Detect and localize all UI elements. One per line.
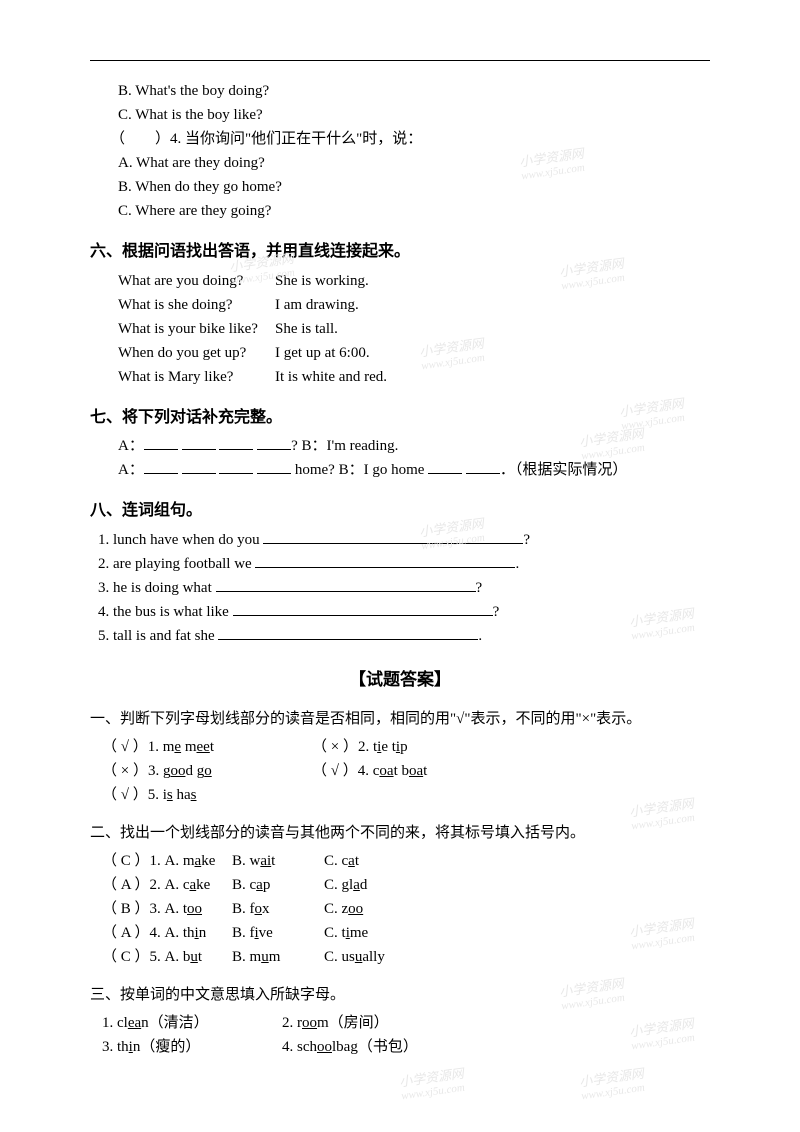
ans3-title: 三、按单词的中文意思填入所缺字母。 xyxy=(90,983,710,1007)
sentence-line: 4. the bus is what like ? xyxy=(90,600,710,624)
ans2-row: （ A ）2. A. cakeB. capC. glad xyxy=(90,873,710,897)
ans3-row: 3. thin（瘦的）4. schoolbag（书包） xyxy=(90,1035,710,1059)
sentence-line: 5. tall is and fat she . xyxy=(90,624,710,648)
answers-title: 【试题答案】 xyxy=(90,666,710,693)
q4-c: C. Where are they going? xyxy=(90,199,710,223)
option-b: B. What's the boy doing? xyxy=(90,79,710,103)
ans2-title: 二、找出一个划线部分的读音与其他两个不同的来，将其标号填入括号内。 xyxy=(90,821,710,845)
ans1-row: （ × ）3. good go（ √ ）4. coat boat xyxy=(90,759,710,783)
sentence-line: 3. he is doing what ? xyxy=(90,576,710,600)
match-row: What is she doing?I am drawing. xyxy=(90,293,710,317)
option-c: C. What is the boy like? xyxy=(90,103,710,127)
top-rule xyxy=(90,60,710,61)
ans2-row: （ B ）3. A. tooB. foxC. zoo xyxy=(90,897,710,921)
dialog-line-1: A： ? B：I'm reading. xyxy=(90,434,710,458)
ans2-row: （ A ）4. A. thinB. fiveC. time xyxy=(90,921,710,945)
ans3-row: 1. clean（清洁）2. room（房间） xyxy=(90,1011,710,1035)
sentence-line: 1. lunch have when do you ? xyxy=(90,528,710,552)
match-row: What is your bike like?She is tall. xyxy=(90,317,710,341)
q4-stem: （ ）4. 当你询问"他们正在干什么"时，说： xyxy=(90,127,710,151)
match-row: When do you get up?I get up at 6:00. xyxy=(90,341,710,365)
section-8-title: 八、连词组句。 xyxy=(90,498,710,524)
ans1-row: （ √ ）1. me meet（ × ）2. tie tip xyxy=(90,735,710,759)
q4-a: A. What are they doing? xyxy=(90,151,710,175)
ans2-row: （ C ）1. A. makeB. waitC. cat xyxy=(90,849,710,873)
ans2-row: （ C ）5. A. butB. mumC. usually xyxy=(90,945,710,969)
page-content: B. What's the boy doing? C. What is the … xyxy=(0,0,800,1099)
match-row: What is Mary like?It is white and red. xyxy=(90,365,710,389)
sentence-line: 2. are playing football we . xyxy=(90,552,710,576)
ans1-title: 一、判断下列字母划线部分的读音是否相同，相同的用"√"表示，不同的用"×"表示。 xyxy=(90,707,710,731)
section-7-title: 七、将下列对话补充完整。 xyxy=(90,405,710,431)
ans1-row: （ √ ）5. is has xyxy=(90,783,710,807)
dialog-line-2: A： home? B：I go home ．（根据实际情况） xyxy=(90,458,710,482)
q4-b: B. When do they go home? xyxy=(90,175,710,199)
section-6-title: 六、根据问语找出答语，并用直线连接起来。 xyxy=(90,239,710,265)
match-row: What are you doing?She is working. xyxy=(90,269,710,293)
